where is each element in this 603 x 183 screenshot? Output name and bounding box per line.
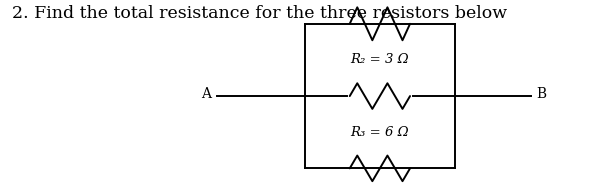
Text: 2. Find the total resistance for the three resistors below: 2. Find the total resistance for the thr…	[12, 5, 507, 23]
Text: A: A	[201, 87, 211, 101]
Text: R₃ = 6 Ω: R₃ = 6 Ω	[350, 126, 409, 139]
Text: R₂ = 3 Ω: R₂ = 3 Ω	[350, 53, 409, 66]
Text: B: B	[537, 87, 547, 101]
